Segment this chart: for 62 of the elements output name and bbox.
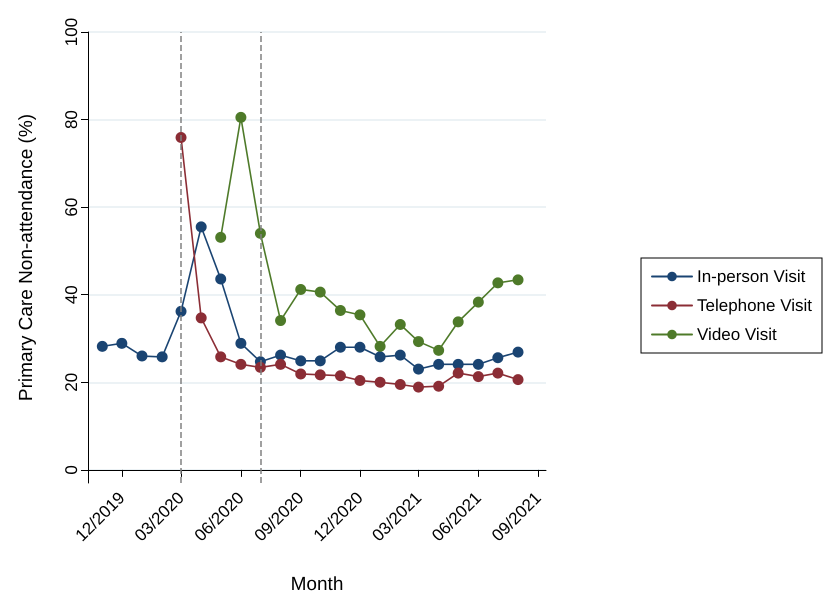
y-tick-label: 60 — [62, 198, 81, 217]
legend-label: Telephone Visit — [697, 296, 812, 315]
legend-label: Video Visit — [697, 325, 777, 344]
point — [96, 340, 108, 352]
point — [413, 364, 424, 375]
point — [235, 358, 246, 370]
point — [492, 368, 504, 379]
point — [314, 286, 326, 298]
point — [295, 284, 306, 295]
point — [472, 296, 484, 308]
point — [334, 370, 346, 382]
x-axis-title: Month — [290, 574, 344, 595]
point — [413, 336, 424, 348]
point — [295, 368, 306, 380]
point — [452, 368, 464, 379]
point — [512, 374, 524, 386]
point — [196, 312, 207, 324]
y-tick-label: 80 — [62, 110, 81, 130]
point — [116, 338, 128, 349]
point — [354, 342, 366, 353]
point — [512, 274, 524, 286]
point — [235, 338, 246, 349]
point — [314, 369, 326, 380]
point — [394, 378, 406, 390]
point — [374, 376, 386, 388]
point — [334, 304, 346, 316]
point — [492, 277, 504, 288]
point — [374, 351, 386, 362]
point — [394, 318, 406, 330]
point — [196, 221, 207, 232]
point — [433, 380, 444, 392]
point — [275, 358, 286, 370]
legend-label: In-person Visit — [697, 267, 806, 286]
point — [176, 132, 187, 144]
point — [492, 352, 504, 364]
y-axis-title: Primary Care Non-attendance (%) — [16, 114, 37, 402]
y-tick-label: 20 — [62, 372, 81, 392]
point — [433, 358, 444, 370]
point — [334, 342, 346, 353]
point — [295, 355, 306, 366]
point — [413, 382, 424, 393]
y-tick-label: 0 — [62, 465, 81, 475]
point — [156, 351, 168, 362]
point — [215, 273, 226, 284]
point — [472, 358, 484, 370]
point — [136, 350, 148, 362]
y-tick-label: 40 — [62, 285, 81, 304]
point — [275, 350, 286, 361]
point — [354, 309, 366, 320]
point — [452, 316, 464, 328]
point — [374, 340, 386, 352]
point — [314, 355, 326, 366]
point — [215, 351, 226, 362]
point — [215, 232, 226, 243]
point — [433, 344, 444, 356]
point — [512, 346, 524, 358]
point — [275, 315, 286, 326]
y-tick-label: 100 — [62, 18, 81, 46]
point — [235, 112, 246, 123]
point — [354, 375, 366, 386]
point — [472, 371, 484, 382]
point — [394, 350, 406, 361]
